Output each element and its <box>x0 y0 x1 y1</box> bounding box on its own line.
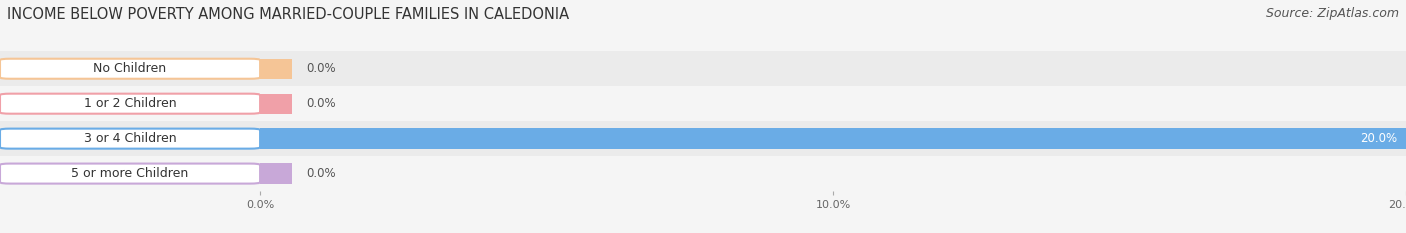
Bar <box>260 129 1406 149</box>
Text: 0.0%: 0.0% <box>307 97 336 110</box>
FancyBboxPatch shape <box>0 164 260 184</box>
Bar <box>260 156 1406 191</box>
Text: 3 or 4 Children: 3 or 4 Children <box>84 132 176 145</box>
Text: No Children: No Children <box>93 62 167 75</box>
Text: 0.0%: 0.0% <box>307 167 336 180</box>
Bar <box>260 86 1406 121</box>
Text: 20.0%: 20.0% <box>1360 132 1398 145</box>
FancyBboxPatch shape <box>0 59 260 79</box>
Bar <box>260 51 1406 86</box>
Text: 5 or more Children: 5 or more Children <box>72 167 188 180</box>
Bar <box>260 121 1406 156</box>
Text: 0.0%: 0.0% <box>307 62 336 75</box>
Bar <box>260 164 291 184</box>
FancyBboxPatch shape <box>259 120 1406 157</box>
FancyBboxPatch shape <box>0 94 260 114</box>
FancyBboxPatch shape <box>259 51 1406 87</box>
Text: INCOME BELOW POVERTY AMONG MARRIED-COUPLE FAMILIES IN CALEDONIA: INCOME BELOW POVERTY AMONG MARRIED-COUPL… <box>7 7 569 22</box>
Bar <box>0 51 260 86</box>
FancyBboxPatch shape <box>259 155 1406 192</box>
FancyBboxPatch shape <box>259 86 1406 122</box>
Text: 1 or 2 Children: 1 or 2 Children <box>84 97 176 110</box>
Bar <box>260 59 291 79</box>
Text: Source: ZipAtlas.com: Source: ZipAtlas.com <box>1265 7 1399 20</box>
Bar <box>0 86 260 121</box>
Bar <box>0 121 260 156</box>
FancyBboxPatch shape <box>0 129 260 149</box>
Bar <box>0 156 260 191</box>
Bar <box>260 93 291 114</box>
